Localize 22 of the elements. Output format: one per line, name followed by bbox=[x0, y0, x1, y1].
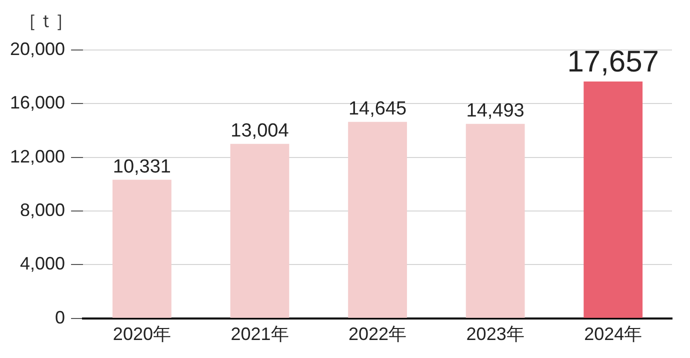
y-tick-label: 4,000 bbox=[20, 254, 66, 274]
x-tick-label: 2023年 bbox=[466, 324, 524, 344]
data-label: 14,645 bbox=[348, 98, 407, 120]
x-tick-label: 2022年 bbox=[348, 324, 407, 344]
x-tick-label: 2024年 bbox=[584, 324, 642, 344]
y-tick-label: 12,000 bbox=[10, 146, 66, 166]
y-tick-label: 0 bbox=[55, 307, 66, 328]
bar bbox=[584, 81, 643, 318]
x-tick-label: 2020年 bbox=[112, 324, 171, 344]
y-tick-label: 8,000 bbox=[20, 200, 66, 220]
data-label: 10,331 bbox=[112, 156, 172, 178]
bar bbox=[466, 124, 525, 318]
y-axis-title: ［ｔ］ bbox=[19, 10, 73, 31]
bar bbox=[112, 180, 172, 318]
x-tick-label: 2021年 bbox=[230, 324, 289, 344]
bar bbox=[348, 122, 407, 318]
y-tick-label: 20,000 bbox=[10, 38, 66, 59]
data-label: 13,004 bbox=[230, 120, 290, 142]
data-label: 17,657 bbox=[567, 46, 659, 79]
y-tick-label: 16,000 bbox=[10, 92, 66, 113]
data-label: 14,493 bbox=[466, 100, 524, 122]
bar bbox=[230, 144, 290, 318]
